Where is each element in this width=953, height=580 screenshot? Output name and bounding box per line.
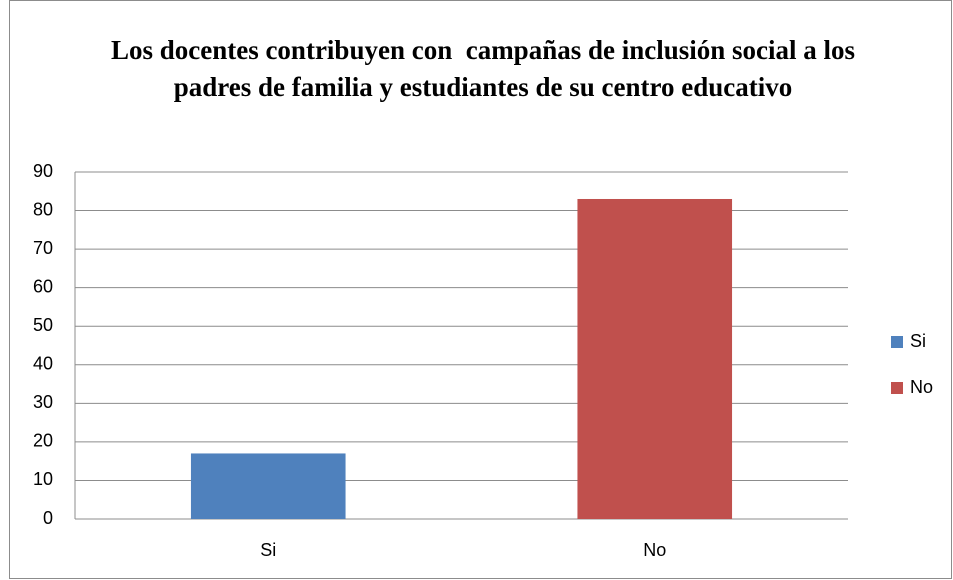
x-tick-label: Si — [260, 540, 276, 560]
legend-swatch — [891, 336, 903, 348]
legend-label: Si — [910, 331, 926, 351]
y-tick-label: 40 — [33, 354, 53, 374]
y-tick-label: 30 — [33, 392, 53, 412]
chart-title: Los docentes contribuyen con campañas de… — [110, 35, 862, 102]
y-tick-label: 90 — [33, 161, 53, 181]
bar — [190, 453, 346, 519]
y-tick-label: 50 — [33, 315, 53, 335]
y-tick-label: 0 — [43, 508, 53, 528]
chart-border — [9, 0, 952, 579]
y-tick-label: 70 — [33, 238, 53, 258]
y-tick-label: 10 — [33, 469, 53, 489]
bar — [577, 198, 733, 519]
y-tick-label: 60 — [33, 276, 53, 296]
y-tick-label: 20 — [33, 431, 53, 451]
y-tick-label: 80 — [33, 199, 53, 219]
x-tick-label: No — [643, 540, 666, 560]
legend-label: No — [910, 377, 933, 397]
legend-swatch — [891, 382, 903, 394]
